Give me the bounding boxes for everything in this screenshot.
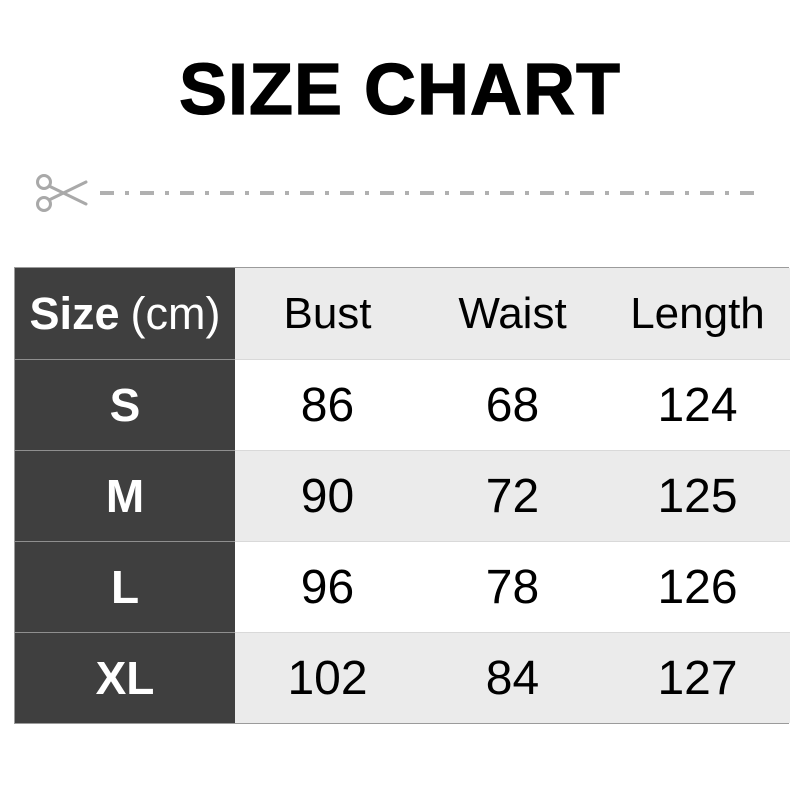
row-label-xl: XL xyxy=(15,632,235,723)
cell-xl-waist: 84 xyxy=(420,632,605,723)
row-label-l: L xyxy=(15,541,235,632)
cell-l-length: 126 xyxy=(605,541,790,632)
size-chart-table: Size (cm) Bust Waist Length S 86 68 124 … xyxy=(14,267,790,724)
cell-s-waist: 68 xyxy=(420,359,605,450)
size-unit-header: Size (cm) xyxy=(15,268,235,359)
cell-l-bust: 96 xyxy=(235,541,420,632)
cell-m-length: 125 xyxy=(605,450,790,541)
row-label-m: M xyxy=(15,450,235,541)
cell-xl-length: 127 xyxy=(605,632,790,723)
unit-label: (cm) xyxy=(130,287,221,339)
cell-l-waist: 78 xyxy=(420,541,605,632)
cell-m-waist: 72 xyxy=(420,450,605,541)
cut-line xyxy=(34,170,766,216)
column-header-length: Length xyxy=(605,268,790,359)
cell-s-length: 124 xyxy=(605,359,790,450)
cell-m-bust: 90 xyxy=(235,450,420,541)
cell-xl-bust: 102 xyxy=(235,632,420,723)
column-header-bust: Bust xyxy=(235,268,420,359)
page-title: SIZE CHART xyxy=(178,50,621,130)
cell-s-bust: 86 xyxy=(235,359,420,450)
column-header-waist: Waist xyxy=(420,268,605,359)
row-label-s: S xyxy=(15,359,235,450)
size-label: Size xyxy=(29,287,120,339)
scissors-icon xyxy=(36,174,88,212)
